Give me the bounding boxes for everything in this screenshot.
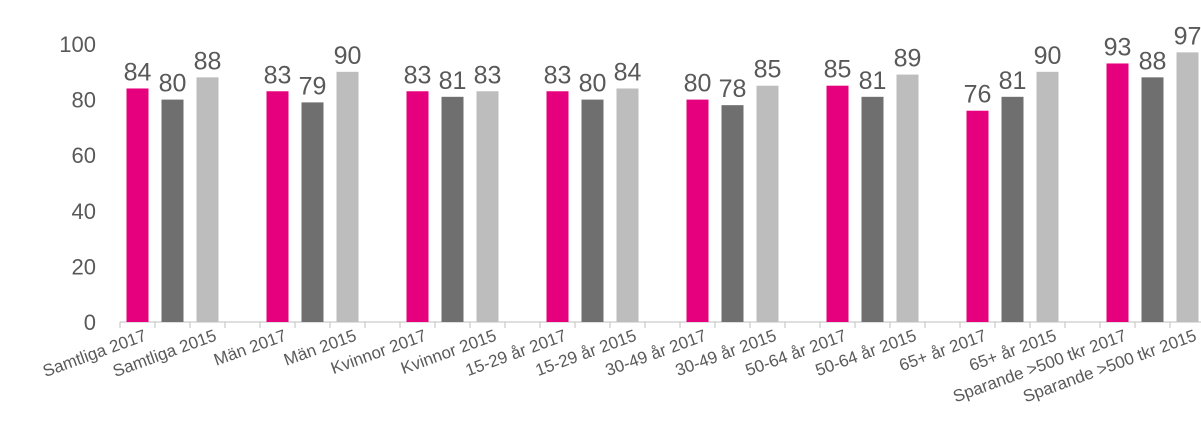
bar (721, 105, 744, 322)
data-label: 83 (474, 61, 502, 89)
data-label: 84 (124, 58, 152, 86)
bar (861, 96, 884, 322)
data-label: 81 (859, 67, 887, 95)
bar (196, 77, 219, 322)
bar (406, 91, 429, 322)
data-label: 83 (264, 61, 292, 89)
bar (896, 74, 919, 322)
bar (756, 85, 779, 322)
data-label: 84 (614, 58, 642, 86)
data-label: 93 (1104, 33, 1132, 61)
bar (581, 99, 604, 322)
x-tick-label: Män 2017 (211, 326, 289, 370)
data-label: 83 (404, 61, 432, 89)
y-tick-label: 0 (84, 310, 96, 335)
data-label: 81 (999, 67, 1027, 95)
y-tick-label: 20 (72, 254, 96, 279)
bar (1036, 71, 1059, 322)
bar (336, 71, 359, 322)
data-label: 90 (1034, 42, 1062, 70)
bar (301, 102, 324, 322)
y-tick-label: 60 (72, 143, 96, 168)
data-label: 88 (1139, 47, 1167, 75)
data-label: 81 (439, 67, 467, 95)
y-tick-label: 80 (72, 88, 96, 113)
bar (1001, 96, 1024, 322)
data-label: 97 (1174, 22, 1201, 50)
y-tick-label: 40 (72, 199, 96, 224)
data-label: 85 (824, 56, 852, 84)
bar (966, 110, 989, 322)
data-label: 90 (334, 42, 362, 70)
data-label: 88 (194, 47, 222, 75)
data-label: 80 (684, 70, 712, 98)
bar (126, 88, 149, 322)
bar (266, 91, 289, 322)
data-label: 80 (159, 70, 187, 98)
bar (616, 88, 639, 322)
bar (441, 96, 464, 322)
data-label: 85 (754, 56, 782, 84)
bar (1141, 77, 1164, 322)
bar (476, 91, 499, 322)
bar (1106, 63, 1129, 323)
data-label: 76 (964, 81, 992, 109)
y-tick-label: 100 (59, 32, 96, 57)
data-label: 80 (579, 70, 607, 98)
bar (686, 99, 709, 322)
bar (546, 91, 569, 322)
bar (1176, 52, 1199, 323)
data-label: 83 (544, 61, 572, 89)
bar (826, 85, 849, 322)
data-label: 79 (299, 72, 327, 100)
data-label: 78 (719, 75, 747, 103)
bar (161, 99, 184, 322)
data-label: 89 (894, 45, 922, 73)
